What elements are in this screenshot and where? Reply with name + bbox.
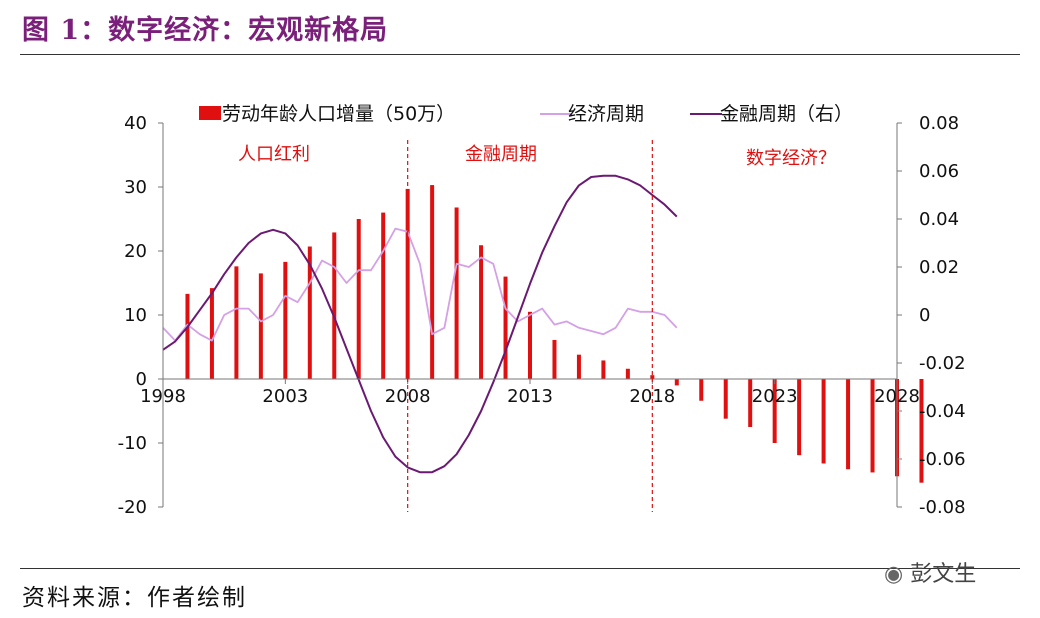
right-axis-tick-label: 0.06 bbox=[919, 161, 959, 182]
lines-layer bbox=[163, 176, 677, 472]
axes-layer: 403020100-10-200.080.060.040.020-0.02-0.… bbox=[118, 113, 966, 518]
bottom-divider-rule bbox=[20, 568, 1020, 569]
right-axis-tick-label: -0.04 bbox=[919, 401, 966, 422]
legend-swatch-labor-force bbox=[199, 106, 221, 120]
bar-labor-force bbox=[381, 213, 385, 379]
right-axis-tick-label: 0.08 bbox=[919, 113, 959, 134]
x-axis-tick-label: 2018 bbox=[629, 386, 675, 407]
right-axis-tick-label: 0.04 bbox=[919, 209, 959, 230]
series-line-economic-cycle bbox=[163, 229, 677, 341]
x-axis-tick-label: 2013 bbox=[507, 386, 553, 407]
bars-layer bbox=[185, 185, 923, 483]
bar-labor-force bbox=[283, 262, 287, 379]
annotation-digital-economy: 数字经济？ bbox=[746, 148, 836, 169]
bar-labor-force bbox=[479, 245, 483, 379]
x-axis-tick-label: 2028 bbox=[874, 386, 920, 407]
bar-labor-force bbox=[822, 379, 826, 463]
left-axis-tick-label: 20 bbox=[124, 241, 147, 262]
bar-labor-force bbox=[577, 355, 581, 379]
annotation-financial-cycle: 金融周期 bbox=[465, 144, 537, 165]
bar-labor-force bbox=[185, 294, 189, 379]
x-axis-tick-label: 1998 bbox=[140, 386, 186, 407]
bar-labor-force bbox=[357, 219, 361, 379]
bar-labor-force bbox=[601, 360, 605, 379]
watermark-text: 彭文生 bbox=[910, 562, 976, 587]
x-axis-tick-label: 2023 bbox=[752, 386, 798, 407]
right-axis-tick-label: -0.08 bbox=[919, 497, 966, 518]
legend-label-financial-cycle: 金融周期（右） bbox=[720, 103, 853, 125]
bar-labor-force bbox=[259, 273, 263, 379]
legend-label-labor-force: 劳动年龄人口增量（50万） bbox=[222, 103, 455, 125]
left-axis-tick-label: 40 bbox=[124, 113, 147, 134]
bar-labor-force bbox=[430, 185, 434, 379]
annotation-demographic-dividend: 人口红利 bbox=[238, 144, 310, 165]
x-axis-tick-label: 2003 bbox=[262, 386, 308, 407]
bar-labor-force bbox=[675, 379, 679, 385]
left-axis-tick-label: -10 bbox=[118, 433, 147, 454]
right-axis-tick-label: -0.02 bbox=[919, 353, 966, 374]
bar-labor-force bbox=[699, 379, 703, 401]
bar-labor-force bbox=[504, 277, 508, 379]
left-axis-tick-label: 30 bbox=[124, 177, 147, 198]
left-axis-tick-label: -20 bbox=[118, 497, 147, 518]
bar-labor-force bbox=[724, 379, 728, 419]
bar-labor-force bbox=[234, 266, 238, 379]
right-axis-tick-label: 0.02 bbox=[919, 257, 959, 278]
legend-label-economic-cycle: 经济周期 bbox=[568, 103, 644, 125]
bar-labor-force bbox=[626, 369, 630, 379]
bar-labor-force bbox=[846, 379, 850, 469]
bar-labor-force bbox=[210, 288, 214, 379]
chart-legend: 劳动年龄人口增量（50万） 经济周期 金融周期（右） bbox=[199, 103, 853, 125]
watermark-logo: ◉ 彭文生 bbox=[884, 556, 976, 588]
x-axis-tick-label: 2008 bbox=[385, 386, 431, 407]
bar-labor-force bbox=[797, 379, 801, 455]
right-axis-tick-label: 0 bbox=[919, 305, 930, 326]
bar-labor-force bbox=[332, 232, 336, 379]
right-axis-tick-label: -0.06 bbox=[919, 449, 966, 470]
bar-labor-force bbox=[455, 207, 459, 379]
left-axis-tick-label: 10 bbox=[124, 305, 147, 326]
source-note: 资料来源：作者绘制 bbox=[22, 578, 247, 612]
series-line-financial-cycle bbox=[163, 176, 677, 472]
bar-labor-force bbox=[552, 340, 556, 379]
bar-labor-force bbox=[528, 312, 532, 379]
wechat-icon: ◉ bbox=[884, 562, 903, 587]
